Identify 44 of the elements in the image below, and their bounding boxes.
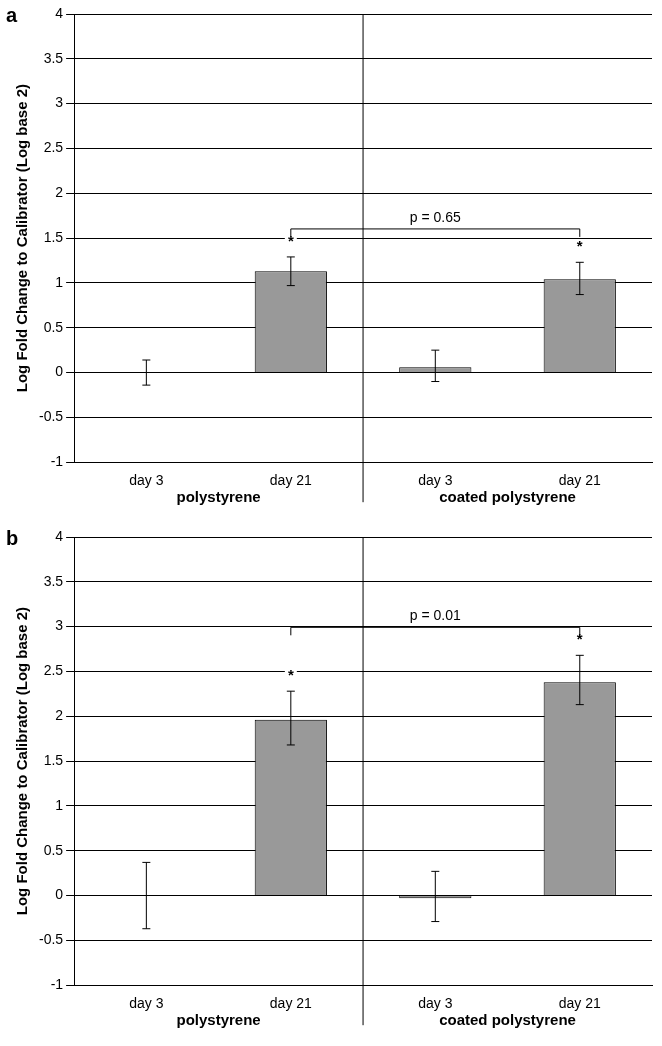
y-tick-label: 4 xyxy=(55,4,64,21)
y-axis-title: Log Fold Change to Calibrator (Log base 2) xyxy=(13,83,31,393)
x-tick-label: day 3 xyxy=(129,472,164,489)
text: coated polystyrene xyxy=(439,487,576,505)
y-tick-label: -1 xyxy=(50,453,64,470)
text: polystyrene xyxy=(176,487,261,505)
y-tick-label: 2.5 xyxy=(43,662,64,679)
y-tick-label: -0.5 xyxy=(39,408,64,425)
x-tick-label: day 21 xyxy=(558,995,601,1012)
y-tick-label: 3 xyxy=(55,94,64,111)
annotation: p = 0.01 xyxy=(409,607,461,624)
y-tick-label: 0 xyxy=(55,363,64,380)
annotation: p = 0.65 xyxy=(409,208,461,225)
x-tick-label: day 21 xyxy=(269,995,313,1012)
y-tick-label: 1 xyxy=(55,796,64,813)
y-axis-title: Log Fold Change to Calibrator (Log base 2) xyxy=(13,606,31,916)
x-tick-label: day 3 xyxy=(418,472,453,489)
y-tick-label: 1 xyxy=(55,273,64,290)
y-tick-label: 3 xyxy=(55,617,64,634)
data-label: * xyxy=(287,231,294,249)
y-tick-label: 3.5 xyxy=(43,49,64,66)
y-tick-label: 2 xyxy=(55,707,64,724)
text: polystyrene xyxy=(176,1010,261,1028)
y-tick-label: -1 xyxy=(50,976,64,993)
x-tick-label: day 3 xyxy=(418,995,453,1012)
data-label: * xyxy=(576,629,583,647)
chart-title: a xyxy=(6,3,18,26)
y-tick-label: 2 xyxy=(55,184,64,201)
y-tick-label: 4 xyxy=(55,527,64,544)
x-tick-label: day 21 xyxy=(269,472,313,489)
y-tick-label: 3.5 xyxy=(43,572,64,589)
x-tick-label: day 3 xyxy=(129,995,164,1012)
y-tick-label: 0.5 xyxy=(43,841,64,858)
y-tick-label: 1.5 xyxy=(43,751,64,768)
text: coated polystyrene xyxy=(439,1010,576,1028)
chart-title: b xyxy=(6,526,19,549)
y-tick-label: 2.5 xyxy=(43,139,64,156)
y-tick-label: 0.5 xyxy=(43,318,64,335)
y-tick-label: -0.5 xyxy=(39,931,64,948)
data-label: * xyxy=(576,236,583,254)
y-tick-label: 1.5 xyxy=(43,228,64,245)
data-label: * xyxy=(287,665,294,683)
x-tick-label: day 21 xyxy=(558,472,601,489)
y-tick-label: 0 xyxy=(55,886,64,903)
